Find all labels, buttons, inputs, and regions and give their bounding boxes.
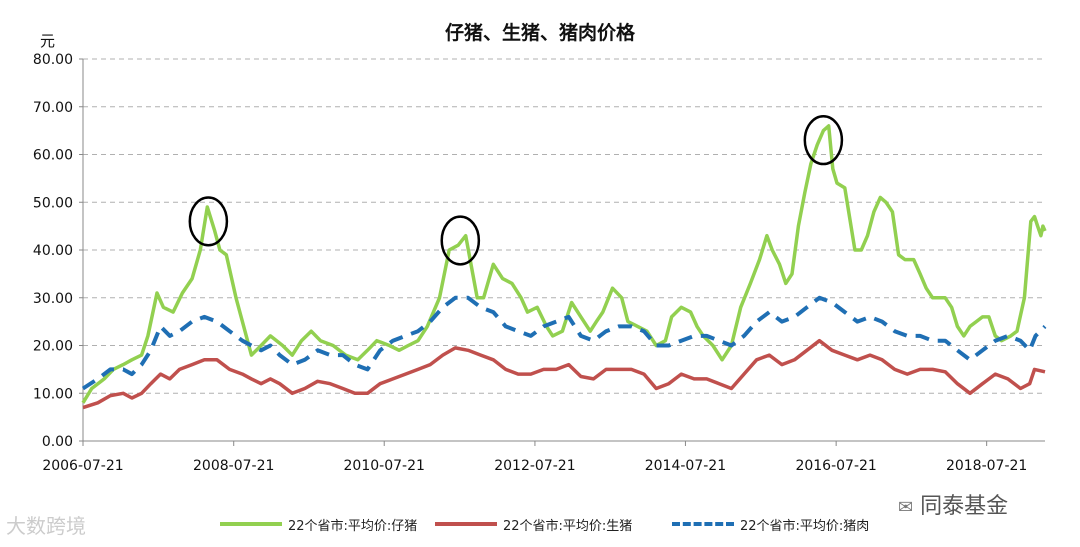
x-tick-label: 2014-07-21	[645, 458, 726, 474]
y-tick-label: 60.00	[33, 148, 73, 164]
series-line-0	[81, 124, 1047, 404]
legend-item-piglet: 22个省市:平均价:仔猪	[220, 512, 417, 536]
y-tick-label: 40.00	[33, 243, 73, 259]
legend-swatch-piglet	[220, 522, 282, 526]
wechat-icon: ✉	[898, 497, 914, 518]
watermark-right: ✉ 同泰基金	[898, 488, 1008, 520]
legend-label-pork: 22个省市:平均价:猪肉	[740, 518, 870, 534]
x-tick-label: 2008-07-21	[193, 458, 274, 474]
y-tick-label: 10.00	[33, 386, 73, 402]
x-tick-label: 2016-07-21	[795, 458, 876, 474]
y-tick-label: 0.00	[42, 434, 73, 450]
highlight-ellipse-0	[188, 196, 229, 247]
x-tick-label: 2006-07-21	[42, 458, 123, 474]
x-tick-label: 2010-07-21	[344, 458, 425, 474]
legend-item-hog: 22个省市:平均价:生猪	[435, 512, 632, 536]
watermark-right-text: 同泰基金	[920, 494, 1009, 519]
x-tick-labels: 2006-07-21 2008-07-21 2010-07-21 2012-07-21…	[42, 458, 1027, 474]
legend-swatch-hog	[435, 522, 497, 526]
watermark-left: 大数跨境	[6, 514, 86, 538]
legend-swatch-pork	[672, 522, 734, 526]
y-tick-labels: 0.00 10.00 20.00 30.00 40.00 50.00 60.00 70.00 8…	[33, 52, 73, 450]
highlight-ellipse-1	[440, 215, 481, 266]
chart-title: 仔猪、生猪、猪肉价格	[444, 22, 635, 44]
highlight-ellipse-2	[803, 115, 844, 166]
series-lines	[81, 124, 1047, 410]
series-line-1	[82, 338, 1046, 410]
grid-lines	[79, 58, 1045, 446]
legend-label-hog: 22个省市:平均价:生猪	[503, 518, 633, 534]
y-axis-label: 元	[40, 32, 56, 50]
y-tick-label: 20.00	[33, 339, 73, 355]
legend-label-piglet: 22个省市:平均价:仔猪	[288, 518, 418, 534]
x-tick-label: 2012-07-21	[494, 458, 575, 474]
y-tick-label: 80.00	[33, 52, 73, 68]
y-tick-label: 50.00	[33, 195, 73, 211]
x-tick-label: 2018-07-21	[946, 458, 1027, 474]
y-tick-label: 30.00	[33, 291, 73, 307]
legend-item-pork: 22个省市:平均价:猪肉	[672, 512, 869, 536]
series-line-2	[81, 295, 1047, 391]
annotations	[188, 115, 844, 266]
y-tick-label: 70.00	[33, 100, 73, 116]
